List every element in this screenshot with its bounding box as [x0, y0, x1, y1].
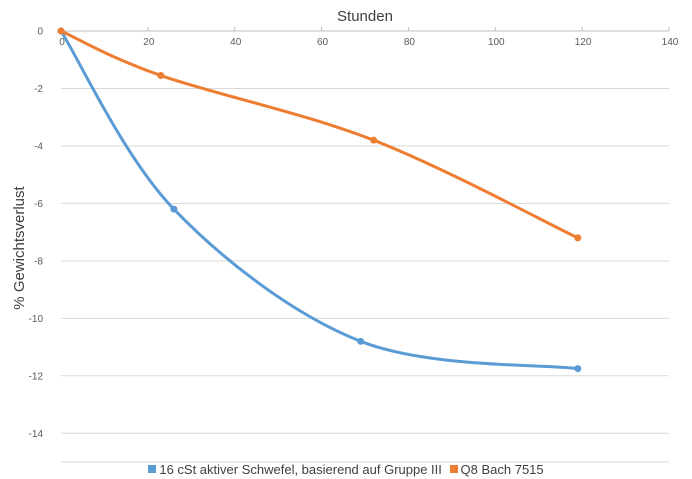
- y-tick-label: 0: [37, 27, 43, 38]
- x-tick-label: 100: [488, 37, 505, 48]
- gridlines: [61, 87, 669, 463]
- data-point: [157, 72, 165, 80]
- y-tick-label: -12: [29, 371, 44, 382]
- legend-swatch-2: [449, 465, 458, 473]
- series-lines: [57, 27, 582, 373]
- legend-label-2: Q8 Bach 7515: [460, 461, 544, 477]
- x-tick-label: 140: [662, 37, 679, 48]
- y-tick-label: -6: [34, 199, 43, 210]
- y-tick-label: -10: [29, 314, 44, 325]
- x-axis-title: Stunden: [337, 8, 393, 25]
- series-line-2: [59, 29, 580, 240]
- y-tick-label: -2: [34, 84, 43, 95]
- y-tick-label: -4: [34, 141, 43, 152]
- series-line-1: [59, 29, 580, 371]
- y-tick-label: -14: [29, 429, 44, 440]
- x-tick-label: 120: [575, 37, 592, 48]
- x-tick-label: 60: [317, 37, 329, 48]
- y-axis-title: % Gewichtsverlust: [11, 185, 28, 309]
- legend-swatch-1: [148, 465, 157, 473]
- x-tick-label: 40: [230, 37, 242, 48]
- y-tick-label: -8: [34, 256, 43, 267]
- x-tick-label: 20: [143, 37, 155, 48]
- data-point: [170, 205, 178, 213]
- data-point: [370, 136, 378, 144]
- x-axis-ticks: 0 20 40 60 80 100 120 140: [59, 27, 679, 48]
- legend: 16 cSt aktiver Schwefel, basierend auf G…: [0, 461, 692, 477]
- data-point: [357, 337, 365, 345]
- data-point: [574, 365, 582, 373]
- data-point: [57, 27, 65, 35]
- y-axis-ticks: 0 -2 -4 -6 -8 -10 -12 -14: [29, 27, 44, 440]
- legend-item-series-1: 16 cSt aktiver Schwefel, basierend auf G…: [148, 462, 442, 477]
- data-point: [574, 234, 582, 242]
- legend-label-1: 16 cSt aktiver Schwefel, basierend auf G…: [159, 461, 442, 477]
- x-tick-label: 0: [59, 37, 65, 48]
- legend-item-series-2: Q8 Bach 7515: [449, 461, 544, 477]
- x-tick-label: 80: [404, 37, 416, 48]
